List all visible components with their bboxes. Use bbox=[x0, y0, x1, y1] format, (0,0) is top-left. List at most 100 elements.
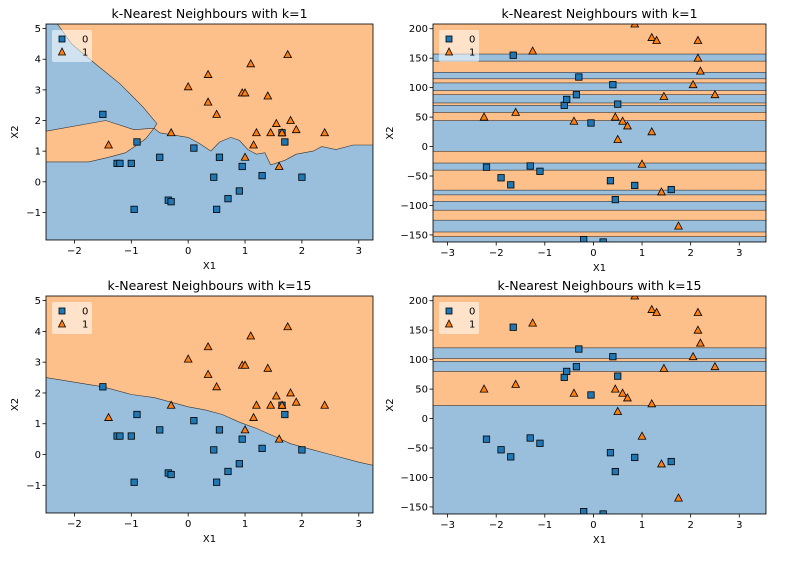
series-1 bbox=[104, 49, 330, 170]
data-point-class-1 bbox=[693, 35, 703, 44]
data-point-class-0 bbox=[224, 467, 232, 476]
decision-region-class-0 bbox=[46, 127, 373, 240]
data-point-class-0 bbox=[238, 435, 246, 443]
data-point-class-1 bbox=[291, 124, 301, 134]
series-1 bbox=[479, 296, 720, 502]
y-tick-label: 50 bbox=[415, 113, 428, 124]
data-point-class-0 bbox=[482, 163, 491, 171]
legend-marker-0 bbox=[445, 35, 453, 43]
data-point-class-0 bbox=[575, 345, 583, 353]
data-point-class-1 bbox=[710, 361, 720, 371]
data-point-class-0 bbox=[258, 172, 266, 180]
decision-regions bbox=[46, 377, 373, 513]
data-point-class-1 bbox=[274, 434, 284, 443]
data-point-class-1 bbox=[647, 126, 657, 136]
data-point-class-0 bbox=[667, 185, 675, 194]
data-point-class-1 bbox=[630, 296, 640, 300]
data-point-class-0 bbox=[631, 181, 639, 190]
data-point-class-1 bbox=[511, 107, 521, 116]
data-point-class-1 bbox=[286, 388, 296, 397]
data-point-class-0 bbox=[497, 446, 505, 454]
y-tick-label: 2 bbox=[35, 116, 41, 127]
axes-frame bbox=[45, 23, 374, 241]
data-point-class-1 bbox=[695, 338, 705, 347]
data-point-class-0 bbox=[526, 434, 534, 442]
x-tick-label: 1 bbox=[242, 519, 248, 530]
data-point-class-0 bbox=[281, 138, 289, 146]
x-tick-label: −2 bbox=[67, 246, 82, 257]
x-tick-label: −2 bbox=[67, 519, 82, 530]
legend-marker-0 bbox=[58, 35, 66, 43]
y-axis-label: X2 bbox=[10, 125, 21, 138]
legend-marker-0 bbox=[58, 307, 66, 315]
data-point-class-1 bbox=[688, 79, 698, 89]
data-point-class-0 bbox=[190, 417, 198, 425]
data-point-class-0 bbox=[238, 162, 246, 171]
data-point-class-1 bbox=[277, 127, 287, 137]
data-point-class-1 bbox=[183, 354, 193, 363]
x-axis-label: X1 bbox=[593, 535, 606, 546]
x-axis-label: X1 bbox=[593, 263, 606, 274]
data-point-class-1 bbox=[610, 384, 620, 393]
data-point-class-1 bbox=[240, 425, 250, 434]
data-point-class-1 bbox=[240, 152, 250, 161]
data-point-class-0 bbox=[116, 159, 124, 168]
data-point-class-1 bbox=[647, 32, 657, 41]
legend-label: 0 bbox=[469, 307, 475, 318]
data-point-class-0 bbox=[235, 460, 243, 468]
legend-label: 1 bbox=[82, 48, 88, 59]
data-point-class-1 bbox=[569, 116, 579, 125]
data-point-class-1 bbox=[291, 397, 301, 406]
data-point-class-1 bbox=[693, 53, 703, 62]
y-tick-label: 200 bbox=[409, 296, 428, 307]
data-point-class-0 bbox=[611, 467, 619, 476]
data-point-class-1 bbox=[286, 115, 296, 124]
data-point-class-1 bbox=[263, 363, 273, 372]
data-point-class-1 bbox=[203, 69, 213, 78]
data-point-class-0 bbox=[572, 91, 581, 99]
x-tick-label: 3 bbox=[736, 248, 742, 259]
data-point-class-1 bbox=[630, 24, 640, 28]
data-point-class-1 bbox=[212, 109, 222, 118]
data-point-class-0 bbox=[99, 383, 107, 391]
data-point-class-0 bbox=[156, 153, 164, 161]
y-tick-label: 150 bbox=[409, 326, 428, 337]
y-tick-label: 3 bbox=[35, 358, 41, 369]
data-point-class-0 bbox=[156, 426, 164, 434]
data-point-class-1 bbox=[695, 66, 705, 75]
data-point-class-0 bbox=[609, 81, 617, 89]
data-point-class-1 bbox=[622, 393, 632, 402]
data-point-class-0 bbox=[572, 363, 581, 371]
y-tick-label: 0 bbox=[422, 142, 428, 153]
x-tick-label: −2 bbox=[489, 248, 504, 259]
data-point-class-0 bbox=[167, 470, 175, 479]
x-tick-label: 2 bbox=[299, 246, 305, 257]
data-point-class-1 bbox=[528, 318, 538, 327]
x-axis-label: X1 bbox=[203, 534, 216, 545]
y-tick-label: 50 bbox=[415, 385, 428, 396]
x-tick-label: 0 bbox=[185, 519, 191, 530]
legend-label: 1 bbox=[82, 320, 88, 331]
legend-marker-1 bbox=[444, 319, 454, 328]
data-point-class-1 bbox=[251, 127, 261, 137]
y-tick-label: −50 bbox=[407, 172, 428, 183]
data-point-class-0 bbox=[497, 174, 505, 182]
x-tick-label: 1 bbox=[639, 248, 645, 259]
axes-frame bbox=[432, 295, 767, 515]
data-point-class-0 bbox=[563, 95, 571, 104]
data-point-class-0 bbox=[560, 101, 568, 109]
decision-region-class-0 bbox=[433, 361, 766, 372]
x-tick-label: 3 bbox=[736, 520, 742, 531]
data-point-class-1 bbox=[710, 89, 720, 99]
chart-title: k-Nearest Neighbours with k=1 bbox=[501, 6, 697, 21]
x-tick-label: −3 bbox=[440, 248, 455, 259]
data-point-class-0 bbox=[190, 144, 198, 152]
data-point-class-0 bbox=[560, 373, 568, 381]
data-point-class-1 bbox=[104, 140, 114, 149]
data-point-class-1 bbox=[212, 381, 222, 391]
data-point-class-0 bbox=[536, 167, 544, 175]
x-tick-label: −3 bbox=[440, 520, 455, 531]
data-point-class-0 bbox=[213, 478, 221, 486]
